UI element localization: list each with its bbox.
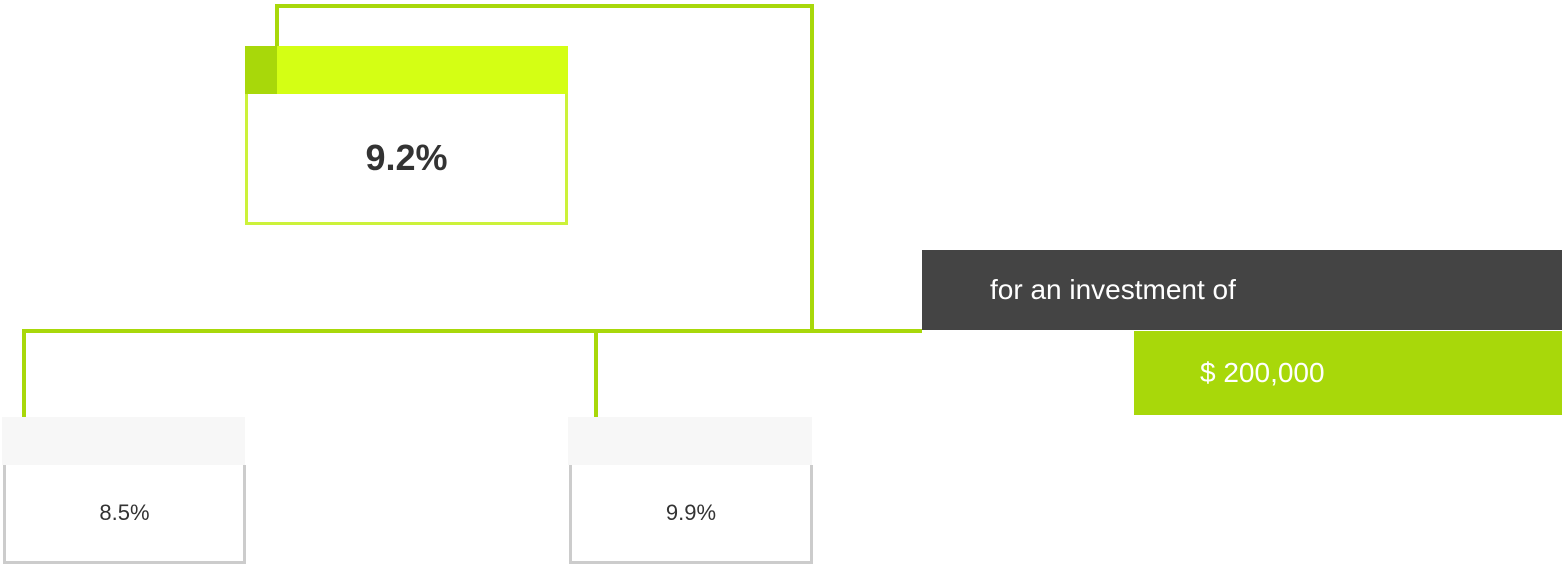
node-header	[245, 46, 568, 94]
connector	[275, 4, 814, 331]
node-value: 8.5%	[3, 465, 246, 564]
node-value: 9.9%	[569, 465, 813, 564]
investment-label: for an investment of	[922, 250, 1562, 330]
node-header	[568, 417, 812, 465]
node-marker	[245, 46, 277, 94]
node-header	[2, 417, 245, 465]
node-value: 9.2%	[245, 94, 568, 225]
investment-amount: $ 200,000	[1134, 331, 1562, 415]
